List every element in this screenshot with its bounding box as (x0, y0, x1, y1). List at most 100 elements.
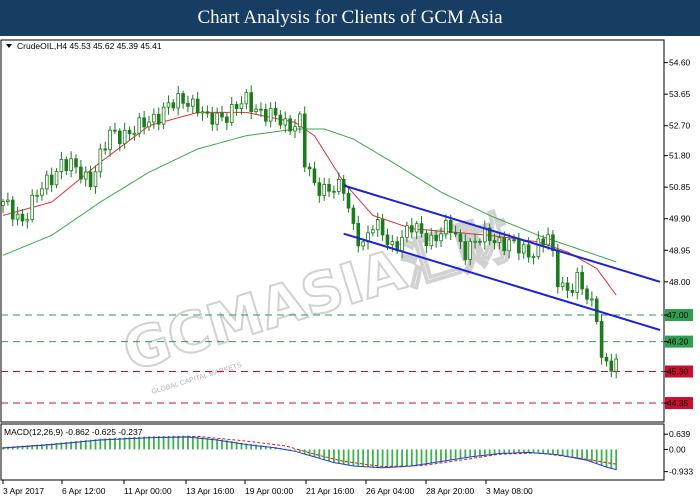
macd-histogram-bar (595, 449, 598, 464)
macd-histogram-bar (328, 449, 330, 462)
macd-histogram-bar (386, 449, 389, 468)
candle-body (108, 129, 112, 150)
candle-body (181, 93, 185, 104)
macd-histogram-bar (94, 439, 97, 450)
macd-histogram-bar (41, 444, 43, 450)
macd-histogram-bar (191, 436, 194, 450)
macd-histogram-bar (123, 437, 126, 450)
macd-histogram-bar (537, 449, 540, 453)
macd-histogram-bar (610, 449, 613, 469)
macd-histogram-bar (479, 449, 481, 456)
candle-body (54, 171, 59, 186)
level-tag-3 (665, 397, 693, 410)
candle-body (570, 289, 575, 293)
macd-histogram-bar (143, 436, 146, 450)
macd-histogram-bar (532, 449, 535, 453)
candle-body (225, 116, 229, 123)
time-tick-label-5: 21 Apr 16:00 (306, 486, 354, 496)
candle-body (385, 234, 390, 245)
candle-body (614, 358, 618, 372)
level-tag-1 (665, 335, 693, 348)
time-tick-label-2: 11 Apr 00:00 (124, 486, 172, 496)
macd-histogram-bar (401, 449, 403, 467)
macd-histogram-bar (508, 449, 511, 453)
macd-histogram-bar (522, 449, 525, 453)
candle-body (30, 194, 34, 220)
candle-body (137, 117, 142, 134)
macd-histogram-bar (337, 449, 340, 464)
candle-body (171, 102, 176, 109)
macd-histogram-bar (406, 449, 408, 467)
macd-histogram-bar (201, 437, 204, 450)
macd-histogram-bar (371, 449, 374, 468)
candle-body (409, 225, 414, 233)
candle-body (20, 213, 25, 222)
macd-histogram-bar (31, 444, 34, 450)
candle-body (35, 194, 39, 197)
macd-histogram-bar (65, 442, 68, 450)
macd-histogram-bar (581, 449, 584, 460)
macd-histogram-bar (133, 437, 136, 450)
candle-body (497, 237, 502, 244)
candle-body (268, 107, 273, 122)
macd-histogram-bar (498, 449, 501, 453)
candle-body (113, 129, 117, 132)
macd-histogram-bar (600, 449, 603, 466)
macd-panel-border (0, 423, 665, 481)
macd-histogram-bar (104, 438, 107, 450)
macd-histogram-bar (45, 443, 48, 450)
candle-body (419, 223, 424, 234)
price-tick-label-1: 53.65 (669, 89, 691, 99)
macd-histogram-bar (590, 449, 593, 462)
candle-body (307, 166, 312, 170)
macd-label: MACD(12,26,9) -0.862 -0.625 -0.237 (4, 427, 143, 437)
macd-histogram-bar (21, 445, 24, 450)
macd-histogram-bar (415, 449, 418, 466)
candle-body (273, 107, 278, 116)
candle-body (83, 171, 88, 180)
candle-body (541, 238, 545, 246)
candle-body (156, 113, 161, 125)
macd-histogram-bar (362, 449, 365, 467)
candle-body (434, 234, 438, 242)
macd-histogram-bar (566, 449, 569, 457)
macd-histogram-bar (381, 449, 384, 468)
candle-body (234, 104, 239, 110)
macd-histogram-bar (70, 441, 73, 450)
candle-body (565, 282, 570, 291)
price-tick-label-5: 49.90 (669, 214, 691, 224)
macd-histogram-bar (586, 449, 588, 461)
macd-histogram-bar (50, 443, 53, 450)
candle-body (200, 111, 205, 114)
macd-histogram-bar (435, 449, 438, 463)
macd-histogram-bar (162, 436, 165, 450)
candle-body (190, 98, 195, 107)
candle-body (283, 118, 288, 126)
channel-layer (343, 184, 661, 331)
candle-body (278, 114, 283, 126)
macd-histogram-bar (79, 440, 82, 450)
candle-body (609, 360, 614, 372)
candle-body (439, 233, 443, 242)
candle-body (15, 213, 20, 220)
macd-histogram-bar (396, 449, 399, 468)
candle-body (444, 220, 448, 235)
macd-histogram-bar (615, 449, 618, 470)
macd-histogram-bar (75, 441, 77, 450)
candle-body (400, 236, 404, 252)
candle-body (79, 166, 83, 180)
macd-histogram-bar (298, 449, 301, 453)
candle-body (93, 171, 98, 188)
macd-main-line (2, 436, 617, 471)
macd-histogram-bar (503, 449, 506, 453)
candle-body (526, 244, 531, 258)
candle-body (74, 158, 78, 168)
candle-body (293, 126, 297, 132)
candle-body (361, 241, 365, 247)
time-tick-label-8: 3 May 08:00 (486, 486, 533, 496)
candle-body (195, 98, 200, 114)
macd-histogram-bar (109, 438, 111, 450)
macd-histogram-bar (454, 449, 457, 459)
macd-histogram-bar (255, 444, 257, 450)
macd-histogram-bar (99, 438, 102, 450)
